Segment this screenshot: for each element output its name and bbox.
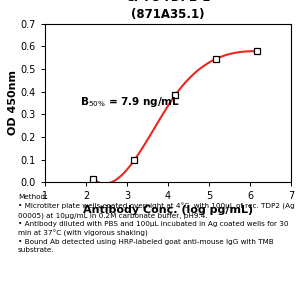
Y-axis label: OD 450nm: OD 450nm	[8, 70, 18, 136]
X-axis label: Antibody Conc. (log pg/mL): Antibody Conc. (log pg/mL)	[83, 206, 253, 216]
Title: CPTC-TDP2-1
(871A35.1): CPTC-TDP2-1 (871A35.1)	[125, 0, 211, 21]
Text: Method:
• Microtiter plate wells coated overnight at 4°C  with 100μL of rec. TDP: Method: • Microtiter plate wells coated …	[18, 194, 295, 253]
Text: B$_{50\%}$ = 7.9 ng/mL: B$_{50\%}$ = 7.9 ng/mL	[80, 95, 180, 109]
